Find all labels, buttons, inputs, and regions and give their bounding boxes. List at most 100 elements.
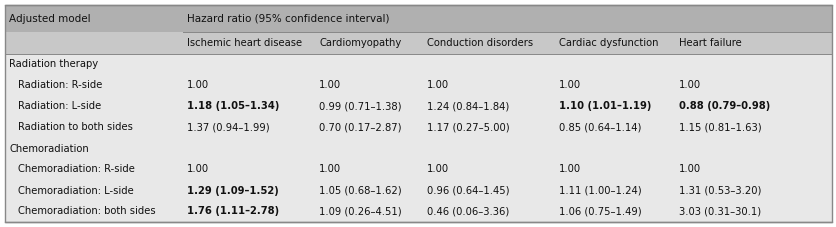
Bar <box>5 117 182 138</box>
Text: 0.46 (0.06–3.36): 0.46 (0.06–3.36) <box>426 207 508 217</box>
Text: 1.00: 1.00 <box>558 81 580 91</box>
Text: 0.88 (0.79–0.98): 0.88 (0.79–0.98) <box>678 101 769 111</box>
Bar <box>554 117 674 138</box>
Text: 1.11 (1.00–1.24): 1.11 (1.00–1.24) <box>558 185 641 195</box>
Bar <box>422 54 554 75</box>
Bar <box>422 32 554 54</box>
Bar <box>5 96 182 117</box>
Bar <box>674 180 831 201</box>
Bar <box>5 180 182 201</box>
Bar <box>554 75 674 96</box>
Bar <box>674 32 831 54</box>
Text: 1.06 (0.75–1.49): 1.06 (0.75–1.49) <box>558 207 641 217</box>
Bar <box>554 5 674 32</box>
Text: 1.18 (1.05–1.34): 1.18 (1.05–1.34) <box>186 101 279 111</box>
Bar <box>182 54 314 75</box>
Text: Radiation: R-side: Radiation: R-side <box>18 81 102 91</box>
Bar <box>182 5 314 32</box>
Bar <box>314 138 422 159</box>
Bar <box>554 138 674 159</box>
Text: 1.15 (0.81–1.63): 1.15 (0.81–1.63) <box>678 123 761 133</box>
Text: Chemoradiation: L-side: Chemoradiation: L-side <box>18 185 134 195</box>
Text: 1.00: 1.00 <box>678 165 701 175</box>
Text: 0.85 (0.64–1.14): 0.85 (0.64–1.14) <box>558 123 640 133</box>
Text: 1.29 (1.09–1.52): 1.29 (1.09–1.52) <box>186 185 278 195</box>
Bar <box>422 138 554 159</box>
Text: 1.00: 1.00 <box>186 81 209 91</box>
Text: 1.00: 1.00 <box>319 165 341 175</box>
Bar <box>674 117 831 138</box>
Bar <box>182 96 314 117</box>
Text: 1.00: 1.00 <box>426 165 448 175</box>
Bar <box>314 180 422 201</box>
Bar <box>182 201 314 222</box>
Bar <box>422 180 554 201</box>
Bar <box>182 117 314 138</box>
Text: 1.37 (0.94–1.99): 1.37 (0.94–1.99) <box>186 123 269 133</box>
Bar <box>314 96 422 117</box>
Bar <box>5 138 182 159</box>
Bar <box>314 75 422 96</box>
Bar <box>554 96 674 117</box>
Text: Heart failure: Heart failure <box>678 38 741 48</box>
Bar <box>314 117 422 138</box>
Bar <box>182 75 314 96</box>
Text: 1.00: 1.00 <box>678 81 701 91</box>
Text: Chemoradiation: R-side: Chemoradiation: R-side <box>18 165 135 175</box>
Text: 3.03 (0.31–30.1): 3.03 (0.31–30.1) <box>678 207 760 217</box>
Bar <box>422 159 554 180</box>
Text: Cardiac dysfunction: Cardiac dysfunction <box>558 38 658 48</box>
Bar <box>422 117 554 138</box>
Text: 1.00: 1.00 <box>319 81 341 91</box>
Bar <box>5 5 182 32</box>
Bar <box>5 32 182 54</box>
Bar <box>314 159 422 180</box>
Text: 1.10 (1.01–1.19): 1.10 (1.01–1.19) <box>558 101 650 111</box>
Bar <box>554 159 674 180</box>
Bar <box>182 159 314 180</box>
Text: Radiation therapy: Radiation therapy <box>9 59 98 69</box>
Text: 1.76 (1.11–2.78): 1.76 (1.11–2.78) <box>186 207 278 217</box>
Bar <box>422 201 554 222</box>
Text: 1.00: 1.00 <box>558 165 580 175</box>
Bar <box>554 180 674 201</box>
Bar <box>422 5 554 32</box>
Text: Conduction disorders: Conduction disorders <box>426 38 533 48</box>
Text: Chemoradiation: Chemoradiation <box>9 143 89 153</box>
Text: 0.70 (0.17–2.87): 0.70 (0.17–2.87) <box>319 123 401 133</box>
Bar <box>674 138 831 159</box>
Bar <box>554 201 674 222</box>
Bar <box>5 54 182 75</box>
Text: 1.00: 1.00 <box>426 81 448 91</box>
Bar <box>674 54 831 75</box>
Text: Radiation: L-side: Radiation: L-side <box>18 101 101 111</box>
Text: 0.99 (0.71–1.38): 0.99 (0.71–1.38) <box>319 101 401 111</box>
Bar <box>674 75 831 96</box>
Bar <box>5 201 182 222</box>
Bar <box>674 5 831 32</box>
Bar <box>314 201 422 222</box>
Bar <box>5 75 182 96</box>
Bar <box>314 32 422 54</box>
Bar <box>314 5 422 32</box>
Text: 1.05 (0.68–1.62): 1.05 (0.68–1.62) <box>319 185 401 195</box>
Bar <box>5 159 182 180</box>
Bar <box>674 159 831 180</box>
Bar <box>182 138 314 159</box>
Text: 1.24 (0.84–1.84): 1.24 (0.84–1.84) <box>426 101 508 111</box>
Text: Hazard ratio (95% confidence interval): Hazard ratio (95% confidence interval) <box>186 13 389 24</box>
Text: 1.09 (0.26–4.51): 1.09 (0.26–4.51) <box>319 207 401 217</box>
Bar <box>314 54 422 75</box>
Bar <box>422 96 554 117</box>
Text: 1.00: 1.00 <box>186 165 209 175</box>
Text: Chemoradiation: both sides: Chemoradiation: both sides <box>18 207 155 217</box>
Text: Radiation to both sides: Radiation to both sides <box>18 123 133 133</box>
Text: Adjusted model: Adjusted model <box>9 13 90 24</box>
Bar <box>674 201 831 222</box>
Text: 1.17 (0.27–5.00): 1.17 (0.27–5.00) <box>426 123 508 133</box>
Bar <box>422 75 554 96</box>
Bar <box>182 180 314 201</box>
Text: Cardiomyopathy: Cardiomyopathy <box>319 38 401 48</box>
Bar <box>674 96 831 117</box>
Bar <box>554 32 674 54</box>
